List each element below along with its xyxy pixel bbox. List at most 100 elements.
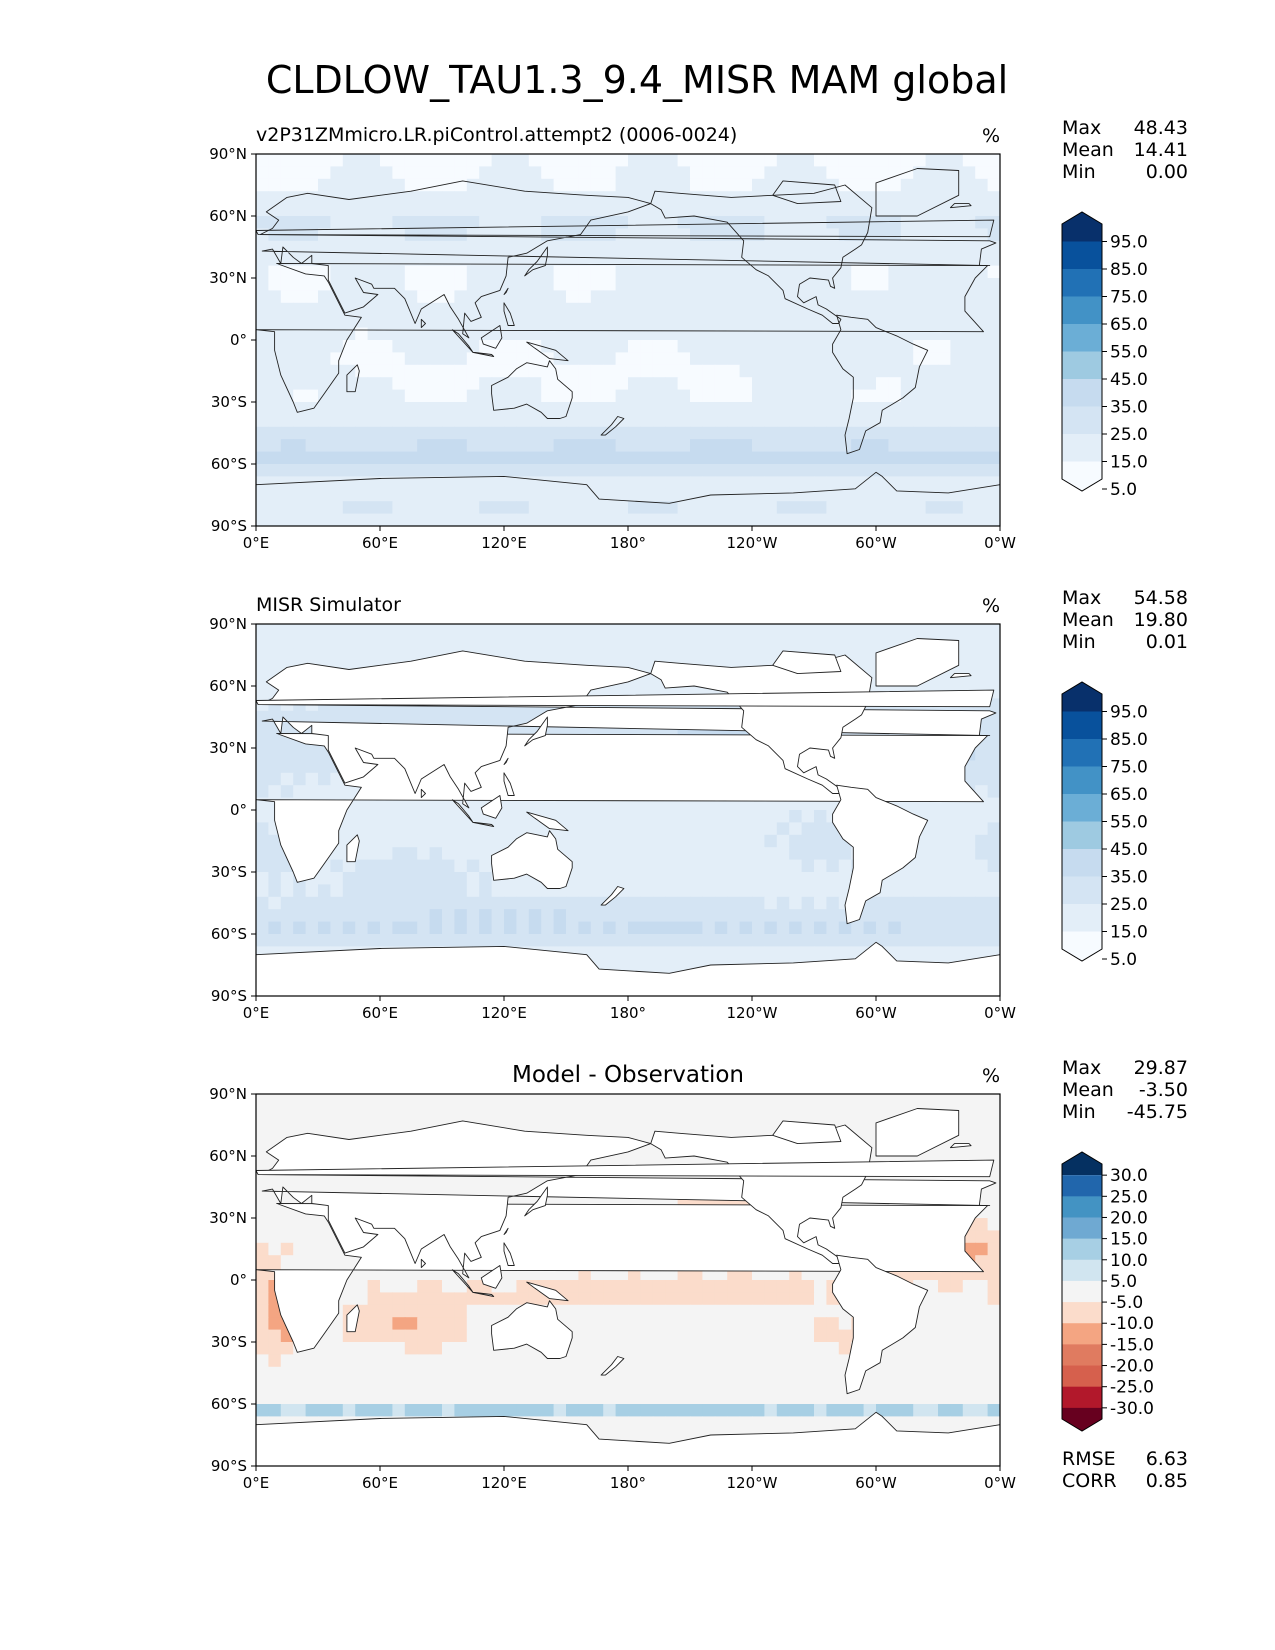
field-cell <box>528 364 542 378</box>
field-cell <box>330 240 344 254</box>
field-cell <box>528 216 542 229</box>
field-cell <box>913 216 927 229</box>
field-cell <box>590 302 604 316</box>
field-cell <box>925 414 939 428</box>
field-cell <box>801 265 815 279</box>
field-cell <box>367 414 381 428</box>
field-cell <box>404 909 418 923</box>
field-cell <box>838 934 852 947</box>
field-cell <box>330 872 344 885</box>
field-cell <box>776 1292 790 1306</box>
field-cell <box>863 934 877 947</box>
field-cell <box>851 203 865 217</box>
field-cell <box>876 636 889 650</box>
field-cell <box>504 1180 517 1194</box>
field-cell <box>876 934 889 947</box>
field-cell <box>776 340 790 353</box>
field-cell <box>727 648 741 662</box>
field-cell <box>392 921 406 935</box>
field-cell <box>814 203 827 217</box>
field-cell <box>491 203 505 217</box>
field-cell <box>801 946 815 960</box>
field-cell <box>491 154 505 167</box>
land-outline <box>503 287 509 295</box>
field-cell <box>528 327 542 341</box>
field-cell <box>504 921 517 935</box>
field-cell <box>528 501 542 515</box>
field-cell <box>652 624 666 637</box>
field-cell <box>640 377 654 391</box>
field-cell <box>938 154 951 167</box>
field-cell <box>665 636 679 650</box>
field-cell <box>268 513 282 526</box>
field-cell <box>950 884 964 898</box>
field-cell <box>553 216 567 229</box>
field-cell <box>305 352 319 366</box>
field-cell <box>690 464 703 477</box>
field-cell <box>442 1280 455 1293</box>
field-cell <box>330 488 344 502</box>
field-cell <box>628 958 641 972</box>
x-tick-label: 0°W <box>984 1004 1016 1022</box>
field-cell <box>256 302 269 316</box>
field-cell <box>442 178 455 192</box>
field-cell <box>553 896 567 910</box>
field-cell <box>690 1118 703 1132</box>
field-cell <box>962 451 976 465</box>
field-cell <box>392 426 406 440</box>
field-cell <box>590 414 604 428</box>
field-cell <box>987 402 1000 415</box>
field-cell <box>256 661 269 675</box>
field-cell <box>590 1292 604 1306</box>
field-cell <box>479 315 493 329</box>
field-cell <box>293 402 307 415</box>
field-cell <box>603 513 617 526</box>
field-cell <box>578 847 592 861</box>
field-cell <box>987 439 1000 453</box>
field-cell <box>876 265 889 279</box>
field-cell <box>429 327 443 341</box>
field-cell <box>652 414 666 428</box>
field-cell <box>528 513 542 526</box>
field-cell <box>256 872 269 885</box>
field-cell <box>256 1317 269 1331</box>
field-cell <box>578 1317 592 1331</box>
field-cell <box>578 166 592 180</box>
field-cell <box>727 166 741 180</box>
colorbar: 95.085.075.065.055.045.035.025.015.05.0 <box>1061 681 1148 970</box>
field-cell <box>652 315 666 329</box>
field-cell <box>578 513 592 526</box>
field-cell <box>838 240 852 254</box>
field-cell <box>702 278 716 291</box>
field-cell <box>491 1304 505 1318</box>
field-cell <box>454 934 468 947</box>
field-cell <box>652 1094 666 1107</box>
field-cell <box>628 327 641 341</box>
field-cell <box>851 1094 865 1107</box>
field-cell <box>491 240 505 254</box>
field-cell <box>652 216 666 229</box>
field-cell <box>380 253 393 267</box>
field-cell <box>516 1292 530 1306</box>
field-cell <box>392 278 406 291</box>
field-cell <box>652 154 666 167</box>
field-cell <box>330 439 344 453</box>
field-cell <box>256 1342 269 1355</box>
field-cell <box>268 203 282 217</box>
field-cell <box>801 439 815 453</box>
field-cell <box>305 315 319 329</box>
field-cell <box>342 859 356 873</box>
field-cell <box>863 228 877 242</box>
field-cell <box>962 315 976 329</box>
field-cell <box>367 1317 381 1331</box>
field-cell <box>491 624 505 637</box>
field-cell <box>528 934 542 947</box>
field-cell <box>727 265 741 279</box>
field-cell <box>417 1317 431 1331</box>
field-cell <box>789 896 803 910</box>
field-cell <box>690 402 703 415</box>
field-cell <box>553 364 567 378</box>
field-cell <box>925 872 939 885</box>
field-cell <box>404 191 418 205</box>
field-cell <box>863 402 877 415</box>
